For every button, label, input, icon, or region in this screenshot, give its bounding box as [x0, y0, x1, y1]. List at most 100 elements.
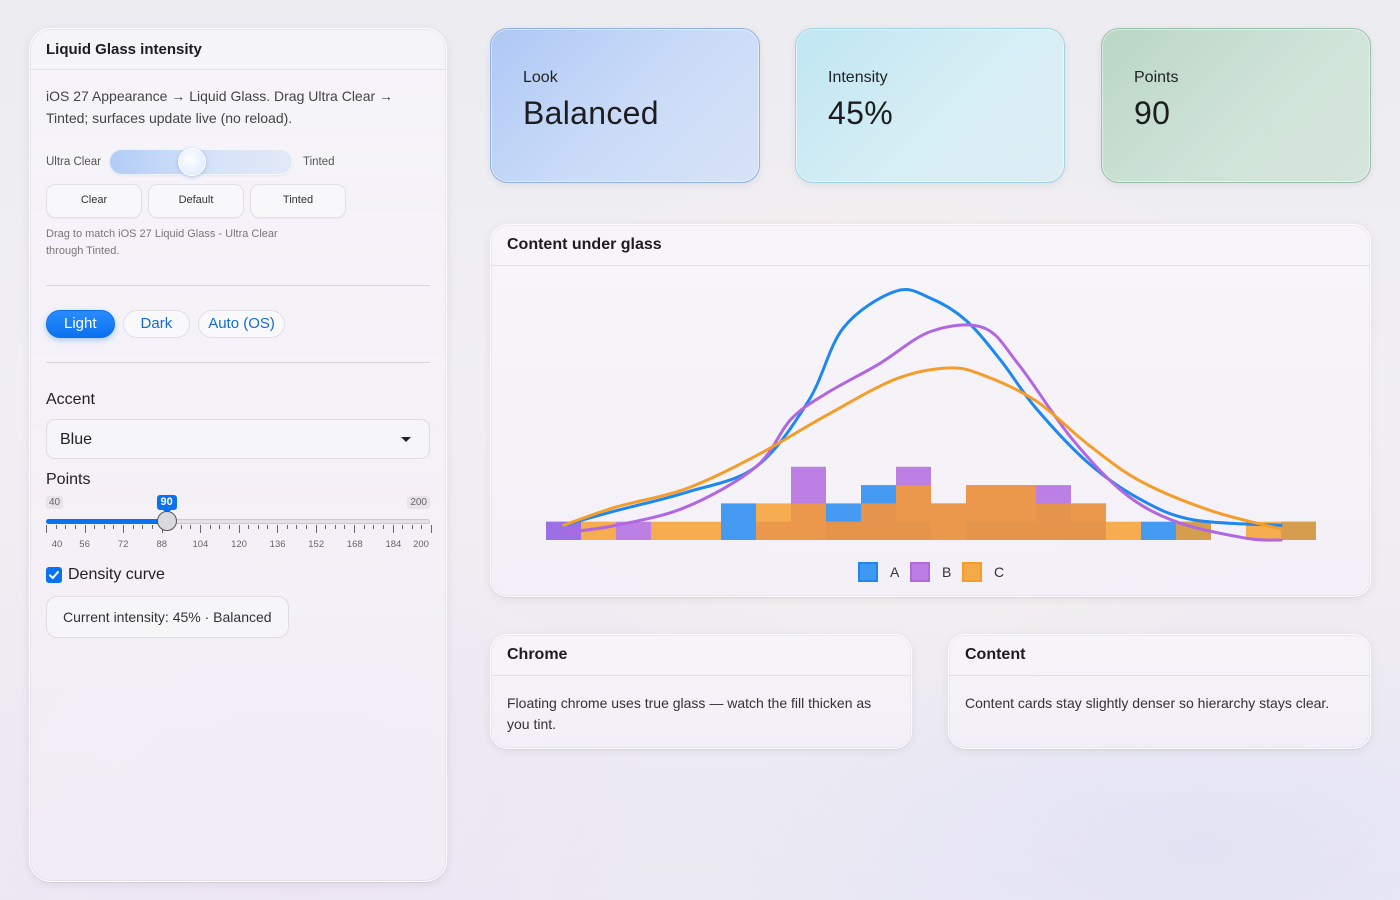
bar-b — [616, 521, 651, 540]
density-curve-b — [562, 323, 1283, 542]
chrome-card: Chrome Floating chrome uses true glass —… — [490, 634, 912, 749]
slider-tick — [325, 525, 327, 529]
bar-c — [896, 485, 931, 540]
slider-tick — [46, 525, 47, 533]
stat-card-points: Points 90 — [1101, 28, 1371, 183]
bar-c — [1281, 521, 1316, 540]
theme-auto-button[interactable]: Auto (OS) — [198, 310, 285, 338]
panel-title: Liquid Glass intensity — [30, 29, 446, 70]
slider-tick — [84, 525, 86, 533]
slider-tick — [363, 525, 365, 529]
slider-tick — [334, 525, 336, 529]
slider-tick-label: 120 — [231, 539, 247, 550]
legend-swatch-b — [910, 562, 930, 582]
slider-tick — [113, 525, 115, 529]
preset-clear-button[interactable]: Clear — [46, 184, 142, 218]
bar-c — [1106, 521, 1141, 540]
content-card: Content Content cards stay slightly dens… — [948, 634, 1371, 749]
slider-tick-label: 152 — [308, 539, 325, 550]
points-value-badge: 90 — [156, 495, 177, 514]
theme-segmented-control: Light Dark Auto (OS) — [46, 310, 430, 338]
stat-card-intensity: Intensity 45% — [795, 28, 1065, 183]
slider-tick-label: 88 — [156, 539, 168, 550]
preset-default-button[interactable]: Default — [148, 184, 244, 218]
legend-label-b: B — [942, 564, 951, 580]
tinted-label: Tinted — [302, 156, 335, 168]
slider-tick-label: 40 — [51, 539, 63, 550]
bar-c — [1001, 485, 1036, 540]
points-slider[interactable]: 40 200 90 40 56 72 88 104 120 136 152 168 184 200 — [46, 494, 432, 564]
chart-card: Content under glass A B C — [490, 224, 1371, 597]
slider-tick — [344, 525, 346, 529]
points-tick-labels: 40 56 72 88 104 120 136 152 168 184 200 — [46, 539, 430, 551]
slider-tick — [228, 525, 230, 529]
slider-tick — [151, 525, 153, 529]
content-card-title: Content — [949, 635, 1370, 676]
slider-tick — [267, 525, 269, 529]
stat-intensity-label: Intensity — [828, 69, 888, 86]
intensity-slider[interactable] — [108, 148, 293, 176]
intensity-slider-row: Ultra Clear Tinted — [46, 148, 430, 176]
bar-c — [1036, 503, 1071, 540]
current-intensity-status: Current intensity: 45% · Balanced — [46, 596, 289, 638]
histogram-chart: A B C — [546, 288, 1316, 582]
slider-tick — [103, 525, 105, 529]
slider-tick — [315, 525, 317, 533]
theme-light-button[interactable]: Light — [46, 310, 115, 338]
divider — [46, 285, 430, 286]
legend-label-a: A — [890, 564, 900, 580]
bar-c — [861, 503, 896, 540]
slider-tick-label: 136 — [269, 539, 286, 550]
bar-c — [791, 503, 826, 540]
points-max-label: 200 — [407, 496, 430, 509]
bar-c — [1071, 503, 1106, 540]
chevron-down-icon — [401, 437, 411, 442]
preset-buttons: Clear Default Tinted — [46, 184, 430, 218]
slider-tick — [200, 525, 201, 533]
points-slider-thumb[interactable] — [156, 511, 177, 531]
bar-b — [546, 521, 581, 540]
slider-tick — [421, 525, 423, 529]
bar-c — [686, 521, 721, 540]
bar-c — [966, 485, 1001, 540]
slider-hint: Drag to match iOS 27 Liquid Glass - Ultr… — [46, 228, 278, 257]
slider-tick — [132, 525, 134, 529]
panel-description: iOS 27 Appearance → Liquid Glass. Drag U… — [46, 88, 394, 126]
preset-tinted-button[interactable]: Tinted — [250, 184, 346, 218]
chrome-card-title: Chrome — [491, 635, 911, 676]
slider-tick — [142, 525, 144, 529]
ultra-clear-label: Ultra Clear — [46, 156, 101, 168]
slider-tick-label: 200 — [413, 539, 429, 550]
slider-tick-label: 168 — [346, 539, 363, 550]
accent-select[interactable]: Blue — [46, 419, 430, 459]
density-checkbox[interactable] — [46, 567, 62, 583]
bar-c — [931, 503, 966, 540]
slider-tick-label: 184 — [385, 539, 402, 550]
bar-c — [651, 521, 686, 540]
stat-look-value: Balanced — [523, 95, 659, 131]
glass-intensity-panel: Liquid Glass intensity iOS 27 Appearance… — [29, 28, 447, 882]
density-curve-toggle[interactable]: Density curve — [46, 566, 430, 584]
stat-points-value: 90 — [1134, 95, 1171, 131]
slider-tick-label: 56 — [79, 539, 90, 550]
points-ticks — [46, 525, 432, 533]
density-curve-c — [562, 366, 1283, 531]
stat-card-look: Look Balanced — [490, 28, 760, 183]
slider-tick — [411, 525, 413, 529]
bar-a — [721, 503, 756, 540]
checkmark-icon — [49, 571, 59, 579]
slider-tick — [277, 525, 278, 533]
slider-tick — [123, 525, 124, 533]
slider-tick — [94, 525, 96, 529]
chrome-card-text: Floating chrome uses true glass — watch … — [507, 695, 872, 732]
slider-tick — [190, 525, 192, 529]
slider-tick — [180, 525, 182, 529]
intensity-slider-thumb[interactable] — [177, 148, 206, 176]
points-min-label: 40 — [46, 496, 64, 509]
divider — [46, 362, 430, 363]
bar-c — [756, 503, 791, 540]
chart-card-title: Content under glass — [491, 225, 1370, 266]
theme-dark-button[interactable]: Dark — [122, 310, 191, 338]
bar-c — [1176, 521, 1211, 540]
points-slider-fill — [46, 519, 167, 524]
